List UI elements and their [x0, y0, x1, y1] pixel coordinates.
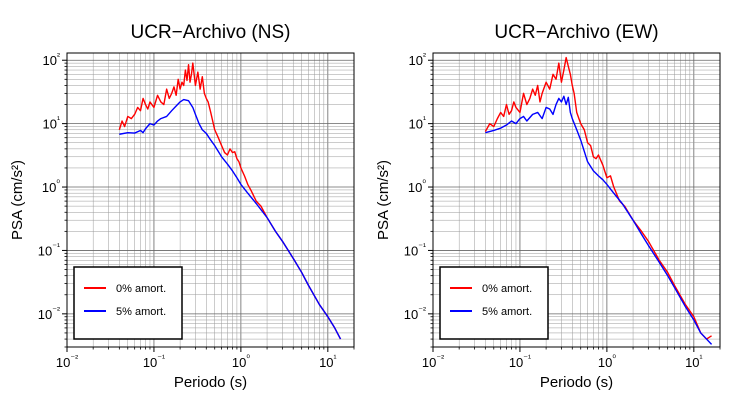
- y-axis-label: PSA (cm/s²): [375, 160, 392, 240]
- legend: 0% amort. 5% amort.: [73, 266, 183, 340]
- plot-frame: [432, 52, 721, 348]
- legend-entry-label: 5% amort.: [116, 306, 166, 318]
- series-line-amort-5: [119, 98, 342, 340]
- x-tick-label: 10⁻²: [56, 353, 78, 370]
- series-line-amort-0: [118, 62, 342, 340]
- x-axis-label: Periodo (s): [540, 374, 613, 391]
- y-tick-label: 10⁰: [408, 178, 426, 195]
- y-tick-label: 10²: [43, 51, 60, 68]
- x-tick-label: 10⁻¹: [509, 353, 531, 370]
- y-tick-label: 10⁻²: [38, 305, 60, 322]
- legend: 0% amort. 5% amort.: [439, 266, 549, 340]
- x-axis-label: Periodo (s): [174, 374, 247, 391]
- legend-entry-label: 0% amort.: [116, 283, 166, 295]
- x-tick-label: 10¹: [319, 353, 336, 370]
- series-line-amort-0: [484, 56, 712, 340]
- y-tick-label: 10⁻¹: [404, 241, 426, 258]
- y-tick-label: 10⁻¹: [38, 241, 60, 258]
- legend-entry-label: 0% amort.: [482, 283, 532, 295]
- y-tick-label: 10²: [409, 51, 426, 68]
- y-tick-label: 10⁻²: [404, 305, 426, 322]
- x-tick-label: 10⁰: [232, 353, 250, 370]
- chart-title: UCR−Archivo (NS): [131, 22, 291, 43]
- plot-frame: [66, 52, 355, 348]
- x-tick-label: 10¹: [685, 353, 702, 370]
- x-tick-label: 10⁻¹: [143, 353, 165, 370]
- x-tick-label: 10⁰: [598, 353, 616, 370]
- y-axis-label: PSA (cm/s²): [9, 160, 26, 240]
- series-line-amort-5: [485, 95, 713, 345]
- legend-box: [73, 266, 183, 340]
- chart-panel-1: 10⁻² 10⁻¹ 10⁰ 10¹ 10⁻² 10⁻¹ 10⁰ 10¹ 10² UCR−Archi…: [9, 22, 355, 391]
- chart-title: UCR−Archivo (EW): [494, 22, 658, 43]
- grid: [66, 53, 355, 348]
- legend-entry-label: 5% amort.: [482, 306, 532, 318]
- y-tick-label: 10¹: [409, 115, 426, 132]
- x-tick-label: 10⁻²: [422, 353, 444, 370]
- legend-box: [439, 266, 549, 340]
- chart-panel-2: 10⁻² 10⁻¹ 10⁰ 10¹ 10⁻² 10⁻¹ 10⁰ 10¹ 10² UCR−Archi…: [375, 22, 721, 391]
- y-tick-label: 10¹: [43, 115, 60, 132]
- y-tick-label: 10⁰: [42, 178, 60, 195]
